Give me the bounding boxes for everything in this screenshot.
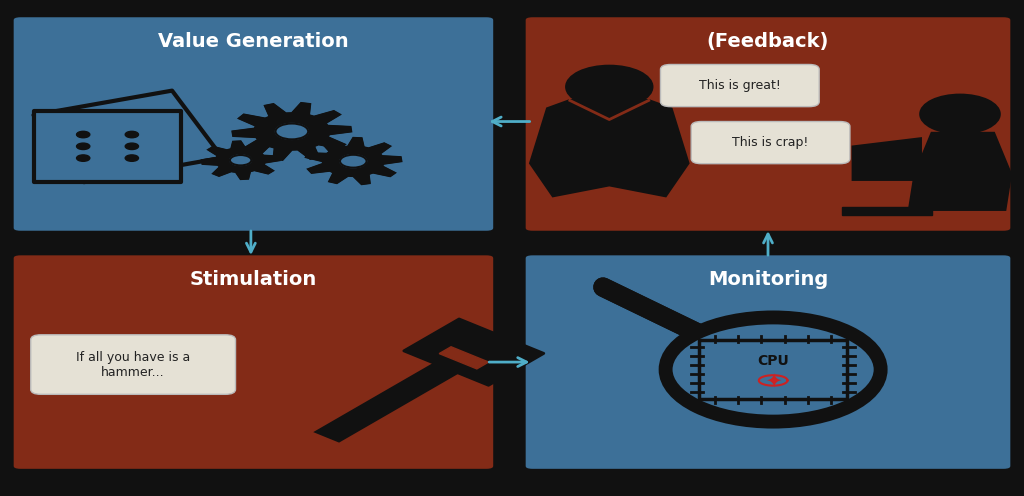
Circle shape (566, 66, 652, 108)
FancyBboxPatch shape (699, 340, 847, 399)
Text: This is crap!: This is crap! (732, 136, 809, 149)
Text: ✦: ✦ (765, 371, 781, 390)
FancyBboxPatch shape (31, 335, 236, 394)
FancyBboxPatch shape (691, 122, 850, 164)
Polygon shape (34, 91, 222, 182)
Polygon shape (842, 207, 932, 215)
Circle shape (147, 139, 161, 145)
FancyBboxPatch shape (660, 64, 819, 107)
Circle shape (275, 124, 308, 139)
Polygon shape (306, 138, 401, 184)
Text: This is great!: This is great! (699, 79, 780, 92)
Text: Stimulation: Stimulation (189, 270, 317, 289)
Circle shape (125, 131, 138, 138)
Polygon shape (202, 141, 280, 179)
Polygon shape (403, 319, 544, 385)
Text: Monitoring: Monitoring (708, 270, 828, 289)
Polygon shape (306, 138, 401, 184)
Text: If all you have is a
hammer...: If all you have is a hammer... (76, 351, 190, 378)
Polygon shape (439, 347, 488, 369)
Polygon shape (530, 100, 688, 196)
Circle shape (666, 317, 881, 422)
Circle shape (921, 95, 999, 133)
Circle shape (77, 143, 90, 149)
Circle shape (125, 155, 138, 161)
Polygon shape (34, 111, 181, 182)
Polygon shape (232, 103, 351, 160)
Polygon shape (232, 103, 351, 160)
Text: CPU: CPU (757, 354, 790, 368)
Circle shape (95, 127, 109, 134)
Circle shape (229, 155, 252, 166)
Circle shape (125, 143, 138, 149)
Text: Value Generation: Value Generation (158, 32, 349, 51)
Polygon shape (853, 139, 921, 180)
FancyBboxPatch shape (524, 16, 1012, 232)
Polygon shape (202, 141, 280, 179)
FancyBboxPatch shape (12, 254, 495, 470)
Circle shape (77, 131, 90, 138)
Polygon shape (316, 359, 465, 441)
Text: (Feedback): (Feedback) (707, 32, 829, 51)
FancyBboxPatch shape (12, 16, 495, 232)
Polygon shape (909, 133, 1011, 209)
FancyBboxPatch shape (524, 254, 1012, 470)
Circle shape (77, 155, 90, 161)
Circle shape (340, 155, 367, 168)
